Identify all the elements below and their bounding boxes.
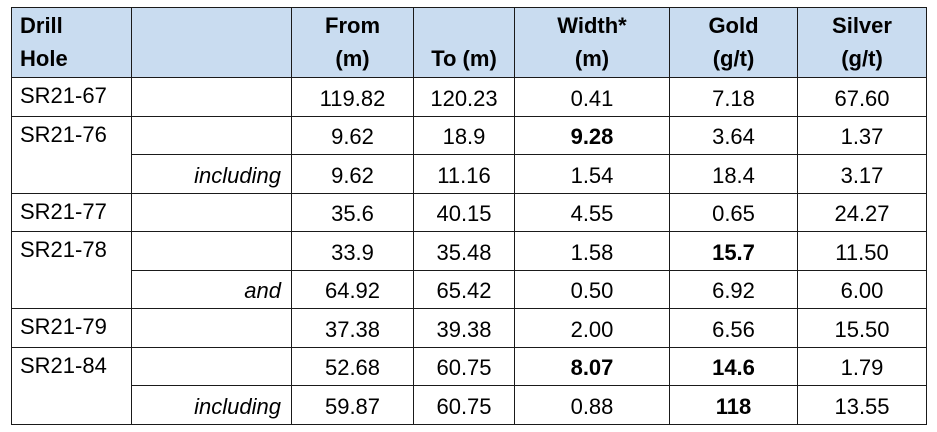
width-cell: 8.07 bbox=[514, 346, 670, 386]
drill-hole-cell: SR21-84 bbox=[11, 346, 132, 425]
drill-hole-cell: SR21-79 bbox=[11, 308, 132, 348]
drill-hole-cell: SR21-78 bbox=[11, 231, 132, 309]
header-gold: Gold (g/t) bbox=[669, 7, 798, 78]
header-from-line2: (m) bbox=[335, 46, 370, 71]
to-cell: 60.75 bbox=[413, 385, 515, 425]
header-gold-line1: Gold bbox=[708, 13, 759, 38]
width-cell: 4.55 bbox=[514, 192, 670, 232]
to-cell: 60.75 bbox=[413, 346, 515, 386]
gold-cell: 6.56 bbox=[669, 308, 798, 348]
from-cell: 35.6 bbox=[291, 192, 414, 232]
to-cell: 40.15 bbox=[413, 192, 515, 232]
to-cell: 18.9 bbox=[413, 115, 515, 155]
silver-cell: 15.50 bbox=[797, 308, 927, 348]
silver-cell: 1.37 bbox=[797, 115, 927, 155]
header-silver: Silver (g/t) bbox=[797, 7, 927, 78]
drill-hole-cell: SR21-76 bbox=[11, 115, 132, 194]
qualifier-cell: including bbox=[131, 385, 292, 425]
from-cell: 9.62 bbox=[291, 154, 414, 194]
gold-cell: 7.18 bbox=[669, 77, 798, 117]
silver-cell: 24.27 bbox=[797, 192, 927, 232]
header-drill-hole-line1: Drill bbox=[20, 13, 63, 38]
header-silver-line1: Silver bbox=[832, 13, 892, 38]
silver-cell: 67.60 bbox=[797, 77, 927, 117]
gold-cell: 14.6 bbox=[669, 346, 798, 386]
silver-cell: 13.55 bbox=[797, 385, 927, 425]
silver-cell: 11.50 bbox=[797, 231, 927, 271]
table-row: and 64.92 65.42 0.50 6.92 6.00 bbox=[12, 269, 927, 309]
qualifier-cell bbox=[131, 308, 292, 348]
table-row: SR21-77 35.6 40.15 4.55 0.65 24.27 bbox=[11, 192, 927, 232]
table-row: SR21-78 33.9 35.48 1.58 15.7 11.50 bbox=[11, 231, 927, 309]
drill-results-table: Drill Hole From (m) To (m) Width* (m) Gold (… bbox=[11, 7, 927, 425]
silver-cell: 3.17 bbox=[797, 154, 927, 194]
table-row: including 9.62 11.16 1.54 18.4 3.17 bbox=[12, 154, 927, 194]
width-cell: 9.28 bbox=[514, 115, 670, 155]
table-row: SR21-84 52.68 60.75 8.07 14.6 1.79 bbox=[11, 346, 927, 425]
header-row: Drill Hole From (m) To (m) Width* (m) Gold (… bbox=[11, 7, 927, 78]
header-drill-hole-line2: Hole bbox=[20, 46, 68, 71]
header-gold-line2: (g/t) bbox=[712, 46, 755, 71]
qualifier-cell bbox=[131, 77, 292, 117]
silver-cell: 1.79 bbox=[797, 346, 927, 386]
header-drill-hole: Drill Hole bbox=[11, 7, 132, 78]
table-row: SR21-67 119.82 120.23 0.41 7.18 67.60 bbox=[11, 77, 927, 117]
gold-cell: 3.64 bbox=[669, 115, 798, 155]
qualifier-cell bbox=[131, 192, 292, 232]
width-cell: 1.58 bbox=[514, 231, 670, 271]
header-silver-line2: (g/t) bbox=[841, 46, 883, 71]
header-width: Width* (m) bbox=[514, 7, 670, 78]
qualifier-cell bbox=[131, 115, 292, 155]
to-cell: 35.48 bbox=[413, 231, 515, 271]
width-cell: 1.54 bbox=[514, 154, 670, 194]
qualifier-cell bbox=[131, 231, 292, 271]
from-cell: 9.62 bbox=[291, 115, 414, 155]
drill-hole-cell: SR21-67 bbox=[11, 77, 132, 117]
qualifier-cell bbox=[131, 346, 292, 386]
table-row: SR21-79 37.38 39.38 2.00 6.56 15.50 bbox=[11, 308, 927, 348]
gold-cell: 118 bbox=[669, 385, 798, 425]
from-cell: 52.68 bbox=[291, 346, 414, 386]
gold-cell: 18.4 bbox=[669, 154, 798, 194]
width-cell: 0.88 bbox=[514, 385, 670, 425]
width-cell: 0.41 bbox=[514, 77, 670, 117]
width-cell: 2.00 bbox=[514, 308, 670, 348]
from-cell: 33.9 bbox=[291, 231, 414, 271]
from-cell: 119.82 bbox=[291, 77, 414, 117]
header-to: To (m) bbox=[413, 7, 515, 78]
header-width-line1: Width* bbox=[557, 13, 627, 38]
to-cell: 39.38 bbox=[413, 308, 515, 348]
from-cell: 64.92 bbox=[291, 269, 414, 309]
from-cell: 37.38 bbox=[291, 308, 414, 348]
gold-cell: 0.65 bbox=[669, 192, 798, 232]
silver-cell: 6.00 bbox=[797, 269, 927, 309]
header-qualifier bbox=[131, 7, 292, 78]
width-cell: 0.50 bbox=[514, 269, 670, 309]
table-row: SR21-76 9.62 18.9 9.28 3.64 1.37 bbox=[11, 115, 927, 194]
to-cell: 65.42 bbox=[413, 269, 515, 309]
to-cell: 11.16 bbox=[413, 154, 515, 194]
table-row: including 59.87 60.75 0.88 118 13.55 bbox=[12, 385, 927, 425]
from-cell: 59.87 bbox=[291, 385, 414, 425]
qualifier-cell: including bbox=[131, 154, 292, 194]
to-cell: 120.23 bbox=[413, 77, 515, 117]
header-width-line2: (m) bbox=[574, 46, 610, 71]
gold-cell: 6.92 bbox=[669, 269, 798, 309]
header-from: From (m) bbox=[291, 7, 414, 78]
gold-cell: 15.7 bbox=[669, 231, 798, 271]
drill-hole-cell: SR21-77 bbox=[11, 192, 132, 232]
qualifier-cell: and bbox=[131, 269, 292, 309]
header-from-line1: From bbox=[325, 13, 380, 38]
